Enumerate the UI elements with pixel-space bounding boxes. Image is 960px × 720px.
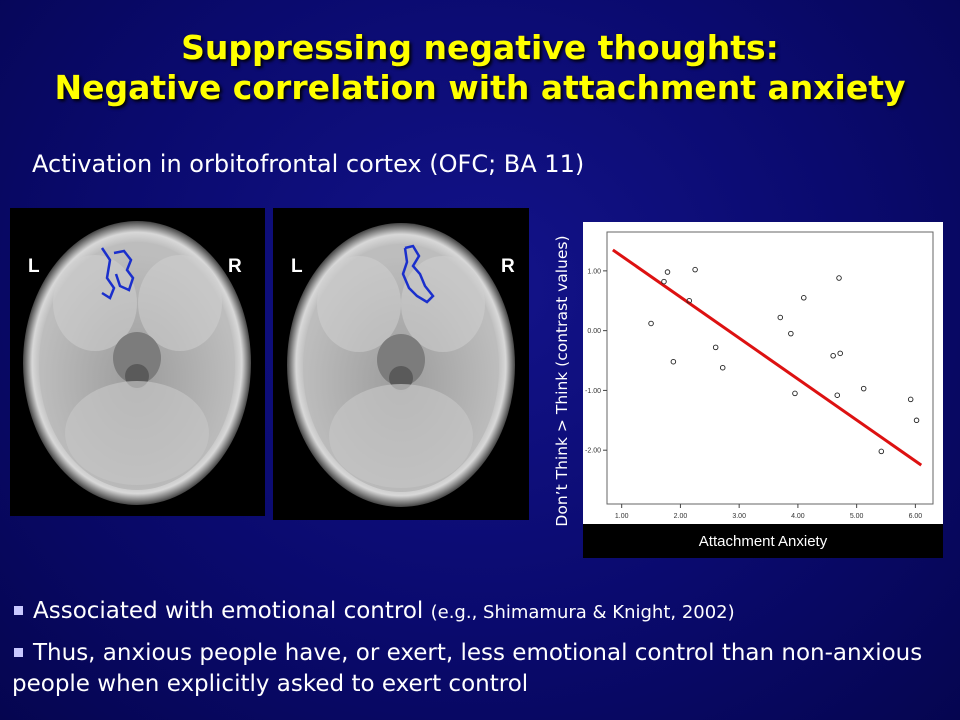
title-line-1: Suppressing negative thoughts: [181, 28, 779, 67]
bullet-square-icon [14, 605, 23, 615]
brain-image-left: L R [10, 208, 265, 516]
brain2-left-label: L [291, 256, 303, 277]
data-point [648, 320, 654, 327]
data-point [834, 392, 841, 398]
data-point [837, 350, 843, 357]
y-tick-label: -2.00 [585, 448, 601, 455]
data-point [661, 278, 667, 285]
bullet-text: Associated with emotional control [33, 598, 431, 624]
bullet-item: Associated with emotional control (e.g.,… [10, 596, 950, 628]
plot-frame [606, 231, 934, 505]
data-point [830, 352, 836, 359]
y-tick-label: 0.00 [587, 328, 601, 335]
brain1-right-label: R [228, 256, 242, 277]
bullet-item: Thus, anxious people have, or exert, les… [10, 638, 950, 700]
brain1-left-label: L [28, 256, 40, 277]
data-point [913, 417, 920, 424]
scatter-plot-svg: 1.00 2.00 3.00 4.00 5.00 6.00 1.00 0.00 -1.00 -2.… [585, 231, 934, 520]
x-tick-label: 4.00 [791, 513, 805, 520]
title-line-2: Negative correlation with attachment anx… [54, 68, 906, 107]
y-tick-label: 1.00 [587, 268, 601, 275]
data-point [878, 448, 885, 455]
data-point [788, 330, 794, 337]
data-point [692, 266, 698, 273]
data-point [836, 275, 842, 281]
data-point [777, 314, 784, 321]
brain2-right-label: R [501, 256, 515, 277]
x-tick-label: 6.00 [909, 513, 923, 520]
data-point [860, 385, 867, 392]
data-point [792, 390, 798, 397]
brain-image-right: L R [273, 208, 529, 520]
y-tick-label: -1.00 [585, 388, 601, 395]
data-point [686, 297, 692, 304]
bullet-square-icon [14, 647, 23, 657]
x-tick-label: 5.00 [850, 513, 864, 520]
data-point [664, 269, 671, 275]
data-point [719, 364, 726, 371]
data-point [907, 396, 914, 403]
y-axis-label: Don’t Think > Think (contrast values) [553, 235, 571, 527]
bullet-list: Associated with emotional control (e.g.,… [10, 596, 950, 700]
regression-line [612, 248, 923, 467]
slide-subtitle: Activation in orbitofrontal cortex (OFC;… [32, 150, 585, 178]
x-tick-label: 2.00 [674, 513, 688, 520]
scatter-plot: 1.00 2.00 3.00 4.00 5.00 6.00 1.00 0.00 -1.00 -2.… [583, 222, 943, 524]
bullet-citation: (e.g., Shimamura & Knight, 2002) [430, 602, 735, 623]
data-point [712, 344, 719, 351]
x-axis-label: Attachment Anxiety [583, 524, 943, 558]
x-tick-label: 3.00 [732, 513, 746, 520]
data-point [801, 295, 807, 301]
data-point [670, 358, 677, 365]
slide-title: Suppressing negative thoughts: Negative … [0, 28, 960, 108]
bullet-text: Thus, anxious people have, or exert, les… [12, 640, 923, 697]
x-tick-label: 1.00 [615, 513, 629, 520]
